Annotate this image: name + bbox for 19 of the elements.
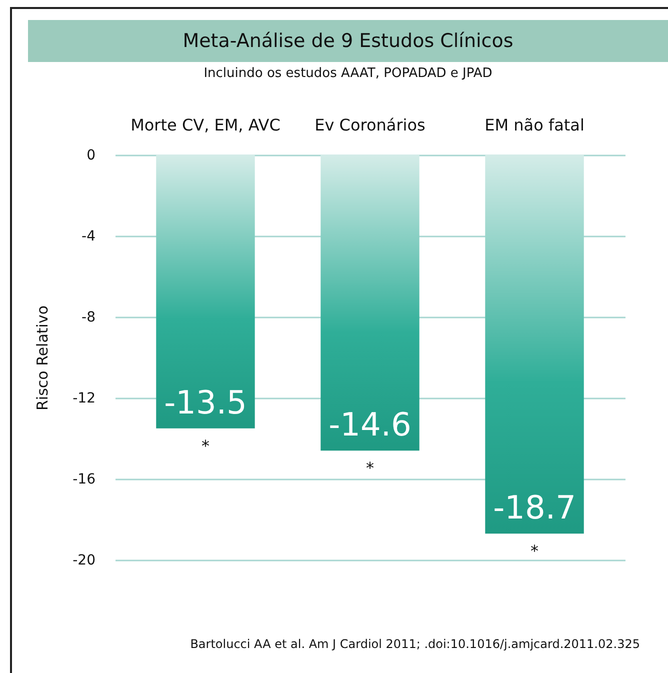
x-tick-label: EM não fatal [484, 116, 584, 134]
y-tick-label: -4 [82, 228, 96, 244]
x-tick-label: Ev Coronários [314, 116, 426, 134]
y-tick-label: 0 [86, 148, 96, 164]
chart-title: Meta-Análise de 9 Estudos Clínicos [28, 20, 668, 62]
x-tick-label: Morte CV, EM, AVC [130, 116, 280, 134]
data-label: -14.6 [328, 406, 412, 444]
annotation: * [530, 542, 539, 561]
data-label: -18.7 [493, 488, 576, 527]
chart-subtitle: Incluindo os estudos AAAT, POPADAD e JPAD [202, 66, 494, 81]
y-tick-label: -12 [72, 390, 96, 406]
annotation: * [366, 458, 374, 478]
y-axis-title: Risco Relativo [34, 305, 52, 411]
text: Bartolucci AA et al. Am J Cardiol 2011; .doi:10.1016/j.amjcard.2011.02.325 [189, 637, 640, 651]
annotation: * [201, 436, 210, 456]
data-label: -13.5 [164, 383, 247, 422]
y-tick-label: -20 [72, 552, 96, 568]
y-tick-label: -16 [72, 472, 96, 488]
y-tick-label: -8 [82, 310, 96, 326]
